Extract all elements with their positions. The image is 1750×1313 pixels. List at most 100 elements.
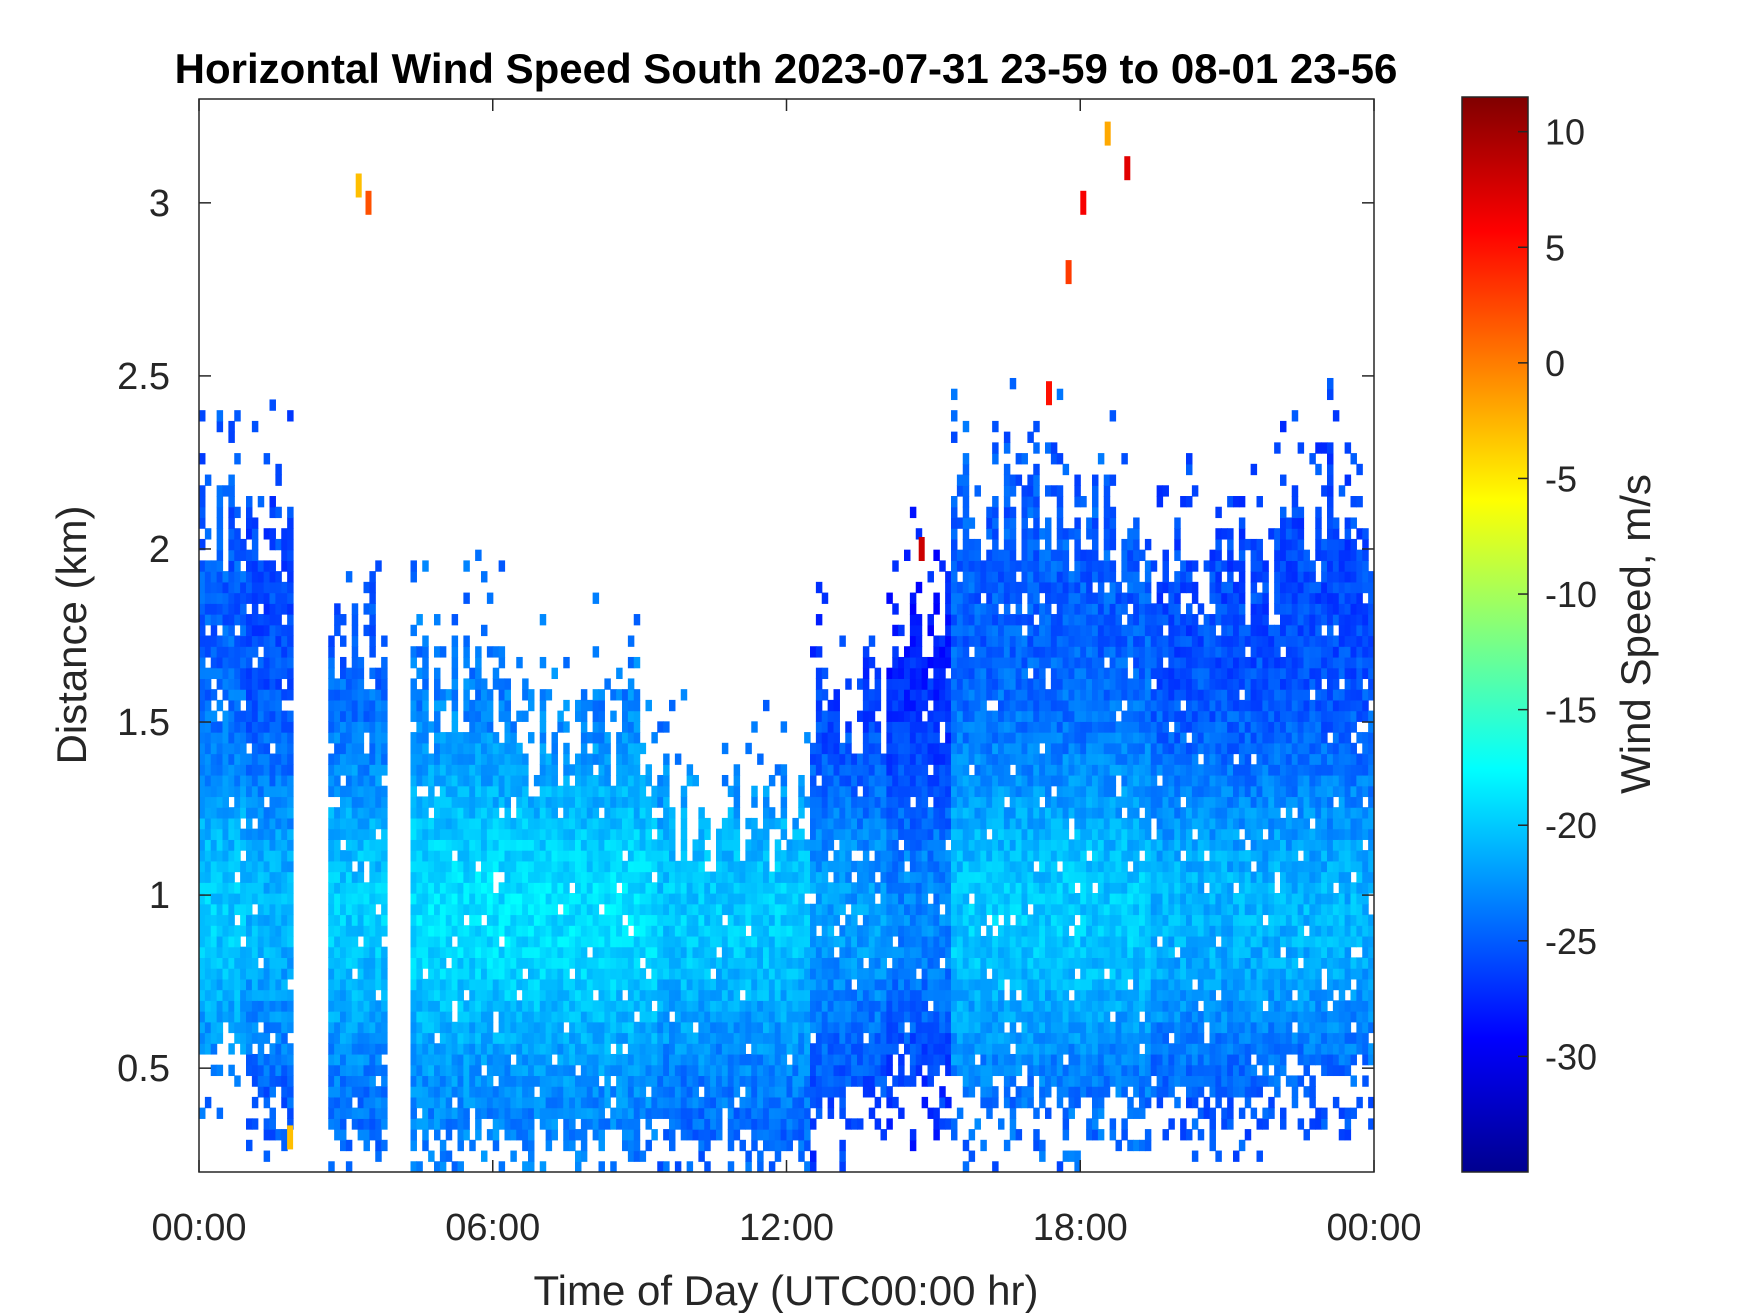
heatmap-cell: [345, 721, 353, 733]
heatmap-cell: [657, 850, 664, 862]
heatmap-cell: [275, 463, 282, 476]
heatmap-cell: [733, 989, 741, 1001]
heatmap-cell: [510, 764, 517, 776]
heatmap-cell: [328, 1011, 335, 1023]
heatmap-cell: [557, 817, 564, 830]
heatmap-cell: [422, 764, 429, 776]
heatmap-cell: [862, 946, 870, 958]
heatmap-cell: [733, 925, 741, 937]
heatmap-cell: [792, 968, 799, 980]
heatmap-cell: [909, 817, 917, 830]
heatmap-cell: [463, 968, 470, 980]
heatmap-cell: [263, 453, 271, 465]
heatmap-cell: [457, 1129, 464, 1141]
heatmap-cell: [898, 1053, 905, 1066]
heatmap-cell: [733, 1021, 741, 1034]
heatmap-cell: [956, 860, 964, 873]
heatmap-cell: [445, 1032, 453, 1044]
heatmap-cell: [821, 667, 829, 680]
heatmap-cell: [586, 774, 594, 787]
heatmap-cell: [463, 1086, 470, 1098]
heatmap-cell: [228, 474, 235, 486]
heatmap-cell: [833, 742, 840, 755]
heatmap-cell: [363, 774, 370, 787]
heatmap-cell: [504, 764, 511, 776]
heatmap-cell: [692, 850, 699, 862]
heatmap-cell: [686, 1086, 694, 1098]
heatmap-cell: [334, 1032, 341, 1044]
heatmap-cell: [269, 978, 276, 991]
heatmap-cell: [445, 807, 453, 819]
heatmap-cell: [951, 388, 958, 401]
heatmap-cell: [275, 742, 282, 755]
heatmap-cell: [698, 1032, 705, 1044]
heatmap-cell: [780, 1107, 788, 1119]
heatmap-cell: [962, 807, 970, 819]
heatmap-cell: [956, 485, 964, 497]
heatmap-cell: [222, 689, 229, 701]
heatmap-cell: [328, 893, 335, 905]
heatmap-cell: [457, 796, 464, 808]
heatmap-cell: [598, 914, 605, 926]
heatmap-cell: [716, 882, 723, 894]
heatmap-cell: [539, 721, 547, 733]
heatmap-cell: [528, 957, 535, 969]
heatmap-cell: [786, 1129, 793, 1141]
heatmap-cell: [545, 764, 553, 776]
heatmap-cell: [945, 978, 952, 991]
heatmap-cell: [680, 946, 688, 958]
heatmap-cell: [962, 850, 970, 862]
heatmap-cell: [263, 667, 271, 680]
heatmap-cell: [898, 860, 905, 873]
heatmap-cell: [240, 635, 247, 647]
heatmap-cell: [733, 860, 741, 873]
heatmap-cell: [210, 946, 218, 958]
heatmap-cell: [851, 807, 858, 819]
heatmap-cell: [369, 764, 376, 776]
heatmap-cell: [833, 871, 840, 883]
heatmap-cell: [622, 689, 629, 701]
heatmap-cell: [481, 699, 488, 712]
heatmap-cell: [222, 1000, 229, 1012]
heatmap-cell: [269, 656, 276, 669]
heatmap-cell: [469, 946, 476, 958]
heatmap-cell: [234, 689, 241, 701]
heatmap-cell: [839, 796, 846, 808]
heatmap-cell: [363, 1118, 370, 1130]
heatmap-cell: [821, 882, 829, 894]
heatmap-cell: [892, 1096, 899, 1109]
heatmap-cell: [886, 839, 893, 851]
heatmap-cell: [580, 699, 588, 712]
heatmap-cell: [281, 732, 288, 744]
heatmap-cell: [751, 914, 758, 926]
heatmap-cell: [880, 1129, 887, 1141]
heatmap-cell: [633, 1000, 641, 1012]
heatmap-cell: [810, 1096, 817, 1109]
heatmap-cell: [275, 474, 282, 486]
heatmap-cell: [956, 978, 964, 991]
heatmap-cell: [645, 1064, 652, 1077]
heatmap-cell: [892, 732, 899, 744]
heatmap-cell: [604, 678, 611, 690]
heatmap-cell: [557, 1064, 564, 1077]
heatmap-cell: [622, 785, 629, 798]
heatmap-cell: [721, 1075, 729, 1087]
heatmap-cell: [563, 1043, 570, 1055]
heatmap-cell: [475, 882, 482, 894]
heatmap-cell: [962, 506, 970, 519]
heatmap-cell: [410, 828, 417, 840]
heatmap-cell: [251, 420, 259, 433]
heatmap-cell: [610, 968, 617, 980]
heatmap-cell: [216, 678, 224, 690]
heatmap-cell: [921, 796, 929, 808]
heatmap-cell: [868, 656, 876, 669]
heatmap-cell: [216, 528, 224, 540]
heatmap-cell: [669, 978, 676, 991]
heatmap-cell: [680, 925, 688, 937]
heatmap-cell: [592, 646, 600, 658]
heatmap-cell: [257, 592, 265, 604]
heatmap-cell: [486, 1053, 494, 1066]
heatmap-cell: [898, 1021, 905, 1034]
heatmap-cell: [921, 807, 929, 819]
heatmap-cell: [580, 935, 588, 948]
